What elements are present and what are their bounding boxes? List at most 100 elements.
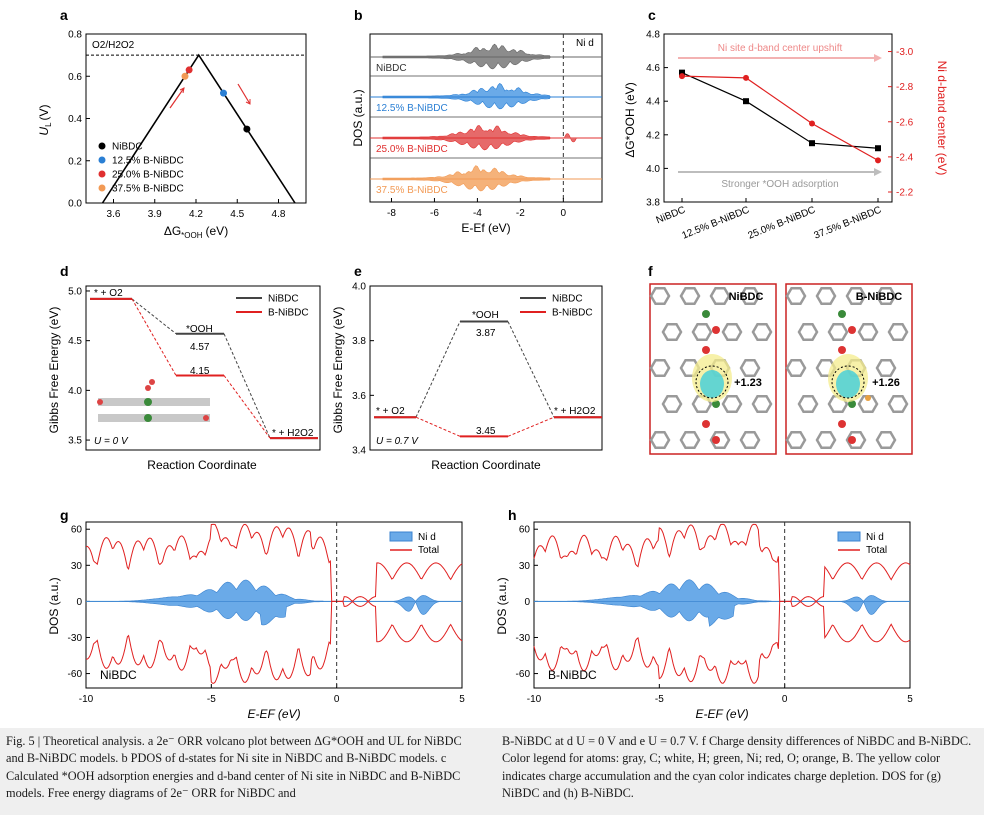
ni-d-up-area — [534, 579, 910, 602]
caption-right: B-NiBDC at d U = 0 V and e U = 0.7 V. f … — [502, 734, 972, 801]
pdos-up-area — [382, 124, 551, 139]
panel-d-paths — [90, 297, 318, 440]
panel-c-ylabel-right: Ni d-band center (eV) — [935, 61, 949, 176]
ni-d-down-area — [534, 601, 910, 627]
panel-a-y-ticks: 0.0 0.2 0.4 0.6 0.8 — [68, 30, 90, 210]
f-ring — [887, 394, 909, 414]
ni-d-tag: Ni d — [576, 38, 594, 49]
pdos-down-area — [382, 178, 551, 192]
panel-h-frame — [533, 521, 911, 689]
f-ring — [875, 286, 897, 306]
f-ring — [875, 430, 897, 450]
dos-xtick-label: -10 — [79, 694, 94, 705]
f-ring — [797, 322, 819, 342]
a-legend-label: 25.0% B-NiBDC — [112, 170, 184, 181]
panel-e-frame — [369, 285, 603, 451]
f-ring — [739, 430, 761, 450]
f-atom — [838, 420, 846, 428]
dos-xtick-label: -5 — [207, 694, 216, 705]
c-ytick-left-label: 3.8 — [646, 198, 660, 209]
fe-connector — [415, 321, 461, 418]
f-atom — [702, 420, 710, 428]
fe-ytick-label: 4.0 — [352, 282, 366, 293]
dos-xtick-label: 0 — [334, 694, 340, 705]
fe-connector — [507, 321, 555, 418]
b-xtick-label: -8 — [387, 208, 396, 219]
a-legend-label: NiBDC — [112, 142, 143, 153]
panel-b-x-ticks: -8 -6 -4 -2 0 — [387, 198, 567, 219]
left-arrowhead — [179, 87, 185, 94]
panel-g-xlabel: E-EF (eV) — [247, 707, 300, 721]
fe-legend-label: NiBDC — [268, 294, 299, 305]
f-ring — [785, 358, 807, 378]
a-xtick-label: 3.6 — [107, 209, 121, 220]
f-ring — [661, 394, 683, 414]
panel-b: b NiBDC 12.5% B-NiBDC 25.0% B-NiBDC 37.5% B… — [351, 7, 603, 235]
pdos-down-area — [382, 137, 551, 151]
d-end-label: * + H2O2 — [272, 428, 314, 439]
a-legend-label: 37.5% B-NiBDC — [112, 184, 184, 195]
c-ytick-left-label: 4.2 — [646, 130, 660, 141]
e-start-label: * + O2 — [376, 406, 405, 417]
f-right-title: B-NiBDC — [856, 291, 902, 303]
dos-legend-nid: Ni d — [418, 532, 436, 543]
volcano-point — [185, 66, 193, 74]
f-dashed-ring — [695, 365, 729, 399]
f-ring — [797, 394, 819, 414]
panel-f-letter: f — [648, 263, 653, 279]
a-xtick-label: 4.8 — [272, 209, 286, 220]
f-ring — [857, 322, 879, 342]
ni-d-up-area — [86, 579, 462, 602]
f-atom — [702, 310, 710, 318]
f-right-charge: +1.26 — [872, 377, 900, 389]
a-ytick-label: 0.0 — [68, 199, 82, 210]
dos-ytick-label: 30 — [71, 561, 83, 572]
pdos-trace-label: 37.5% B-NiBDC — [376, 185, 448, 196]
dos-xtick-label: 5 — [907, 694, 913, 705]
panel-d-letter: d — [60, 263, 69, 279]
c-ytick-right-label: -2.6 — [896, 117, 914, 128]
a-legend-marker — [98, 156, 106, 164]
f-atom — [848, 436, 856, 444]
d-mid-label: *OOH — [186, 324, 213, 335]
f-atom — [838, 346, 846, 354]
b-xtick-label: 0 — [561, 208, 567, 219]
panel-b-frame — [369, 33, 603, 203]
f-ring — [721, 394, 743, 414]
volcano-points — [181, 66, 251, 133]
panel-g-plot: -60 -30 0 30 60 -10 -5 0 5 Ni d Total — [68, 522, 465, 705]
fe-connector — [415, 416, 461, 437]
fe-connector — [223, 375, 271, 439]
fe-ytick-label: 3.4 — [352, 446, 366, 457]
fe-ytick-label: 3.5 — [68, 436, 82, 447]
adsorption-arrowhead — [874, 168, 882, 176]
panel-c-left-ticks: 3.8 4.0 4.2 4.4 4.6 4.8 — [646, 30, 668, 209]
fe-ytick-label: 4.0 — [68, 386, 82, 397]
panel-a-xlabel: ΔG*OOH (eV) — [164, 224, 228, 240]
f-ring — [785, 286, 807, 306]
panel-g-name: NiBDC — [100, 668, 137, 682]
a-legend-marker — [98, 184, 106, 192]
panel-a-legend: NiBDC 12.5% B-NiBDC 25.0% B-NiBDC 37.5% B-N… — [98, 142, 184, 195]
fe-ytick-label: 3.8 — [352, 336, 366, 347]
f-dashed-ring — [831, 365, 865, 399]
a-ytick-label: 0.2 — [68, 156, 82, 167]
b-xtick-label: -6 — [430, 208, 439, 219]
adsorption-note: Stronger *OOH adsorption — [721, 179, 838, 190]
f-left-title: NiBDC — [729, 291, 764, 303]
dos-legend-total: Total — [866, 545, 887, 556]
fe-ytick-label: 3.6 — [352, 391, 366, 402]
upshift-arrowhead — [874, 54, 882, 62]
pdos-fermi-state — [564, 133, 577, 143]
c-ytick-left-label: 4.6 — [646, 63, 660, 74]
panel-e-letter: e — [354, 263, 362, 279]
panel-d-ylabel: Gibbs Free Energy (eV) — [47, 307, 61, 434]
panel-b-ylabel: DOS (a.u.) — [351, 89, 365, 146]
volcano-point — [243, 125, 251, 133]
a-xtick-label: 4.5 — [230, 209, 244, 220]
panel-g-ylabel: DOS (a.u.) — [47, 577, 61, 634]
volcano-point — [220, 89, 227, 97]
f-atom — [848, 326, 856, 334]
dos-ytick-label: 60 — [71, 525, 83, 536]
